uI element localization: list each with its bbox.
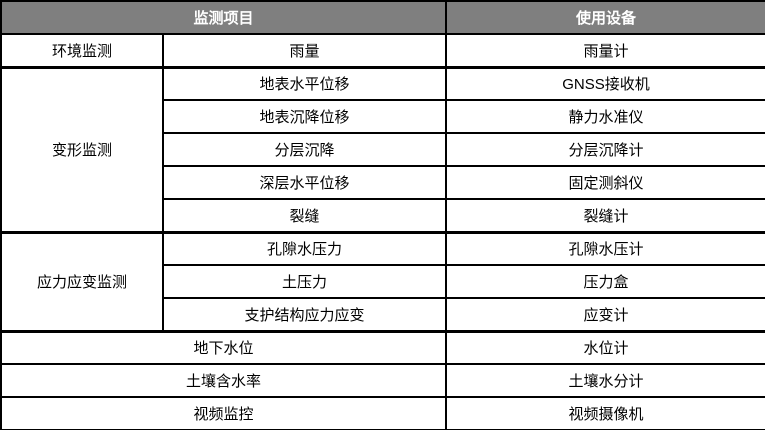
table-row: 分层沉降 分层沉降计 (1, 132, 765, 167)
item-cell: 深层水平位移 (161, 165, 448, 200)
table-row: 环境监测 雨量 雨量计 (0, 33, 765, 68)
table-row: 应力应变监测 孔隙水压力 孔隙水压计 (0, 230, 765, 332)
item-cell: 裂缝 (161, 198, 448, 233)
device-cell: 分层沉降计 (445, 132, 765, 167)
category-cell: 应力应变监测 (0, 230, 164, 332)
item-cell: 土压力 (161, 264, 448, 299)
device-cell: 压力盒 (445, 264, 765, 299)
device-cell: 视频摄像机 (445, 396, 765, 430)
device-cell: 孔隙水压计 (445, 230, 765, 266)
table-header-row: 监测项目 使用设备 (0, 0, 765, 35)
item-cell: 雨量 (161, 33, 448, 68)
device-cell: GNSS接收机 (445, 65, 765, 101)
device-cell: 裂缝计 (445, 198, 765, 233)
device-cell: 静力水准仪 (445, 99, 765, 134)
device-cell: 水位计 (445, 329, 765, 365)
item-cell: 视频监控 (0, 396, 448, 430)
item-cell: 地下水位 (0, 329, 448, 365)
item-cell: 地表水平位移 (161, 65, 448, 101)
table-row: 土壤含水率 土壤水分计 (0, 363, 765, 398)
table-row: 深层水平位移 固定测斜仪 (1, 165, 765, 200)
item-cell: 土壤含水率 (0, 363, 448, 398)
header-monitoring-items: 监测项目 (0, 0, 448, 35)
header-equipment: 使用设备 (445, 0, 765, 35)
category-cell: 变形监测 (0, 65, 164, 233)
table-row: 变形监测 地表水平位移 GNSS接收机 (0, 65, 765, 233)
item-cell: 支护结构应力应变 (161, 297, 448, 332)
table-row: 裂缝 裂缝计 (1, 198, 765, 233)
device-cell: 土壤水分计 (445, 363, 765, 398)
table-row: 地下水位 水位计 (0, 329, 765, 365)
device-cell: 固定测斜仪 (445, 165, 765, 200)
category-cell: 环境监测 (0, 33, 164, 68)
device-cell: 应变计 (445, 297, 765, 332)
item-cell: 孔隙水压力 (161, 230, 448, 266)
table-row: 视频监控 视频摄像机 (0, 396, 765, 430)
item-cell: 地表沉降位移 (161, 99, 448, 134)
table-row: 土压力 压力盒 (1, 264, 765, 299)
item-cell: 分层沉降 (161, 132, 448, 167)
device-cell: 雨量计 (445, 33, 765, 68)
table-row: 支护结构应力应变 应变计 (1, 297, 765, 332)
